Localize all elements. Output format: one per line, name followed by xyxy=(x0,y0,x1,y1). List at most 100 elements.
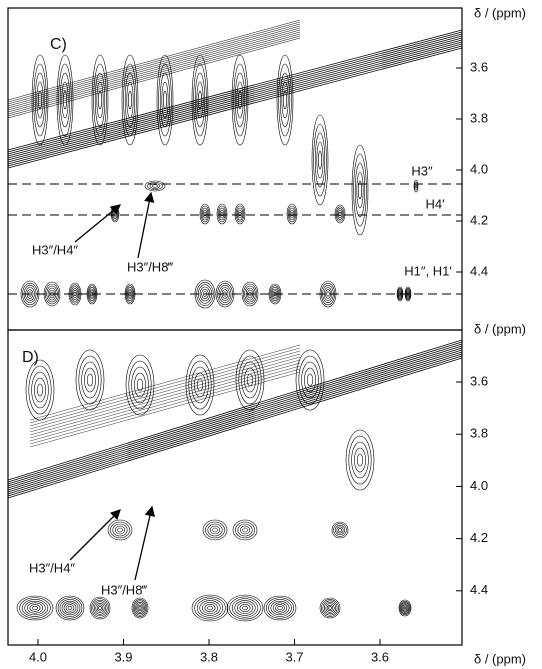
diagonal xyxy=(29,350,301,427)
contour xyxy=(133,600,147,616)
contour xyxy=(56,54,74,146)
contour xyxy=(205,521,225,539)
contour xyxy=(231,54,249,146)
diagonal xyxy=(29,356,301,433)
contour xyxy=(356,453,364,467)
contour xyxy=(295,349,325,411)
contour xyxy=(32,605,38,611)
contour xyxy=(185,354,215,416)
contour xyxy=(191,594,229,622)
diagonal xyxy=(7,351,463,493)
contour xyxy=(38,90,42,110)
contour xyxy=(326,604,334,612)
contour xyxy=(59,72,71,128)
contour xyxy=(333,523,347,537)
diagonal xyxy=(7,357,463,499)
diagonal xyxy=(7,343,463,485)
diagonal xyxy=(7,349,463,491)
contour xyxy=(136,603,144,613)
contour xyxy=(212,527,218,533)
contour xyxy=(289,209,295,219)
x-tick-label: 3.8 xyxy=(200,649,218,664)
contour xyxy=(55,595,85,621)
contour xyxy=(415,183,417,189)
contour xyxy=(288,207,296,221)
contour xyxy=(345,429,375,491)
contour xyxy=(86,373,94,387)
contour xyxy=(137,604,143,612)
contour xyxy=(218,207,226,221)
annotation: H3″/H4″ xyxy=(32,242,78,257)
contour xyxy=(94,72,106,128)
contour xyxy=(34,377,46,403)
annotation: H3″/H4″ xyxy=(29,560,75,575)
contour xyxy=(202,519,228,541)
contour xyxy=(281,81,289,119)
contour xyxy=(326,291,330,297)
contour xyxy=(334,524,346,536)
contour xyxy=(242,605,248,611)
contour xyxy=(217,205,227,223)
contour xyxy=(124,72,136,128)
contour xyxy=(237,523,253,537)
contour xyxy=(241,281,259,307)
contour xyxy=(336,526,344,534)
contour xyxy=(135,601,145,615)
contour xyxy=(128,90,132,110)
contour xyxy=(241,361,259,399)
contour xyxy=(107,519,133,541)
contour xyxy=(21,599,49,617)
contour xyxy=(113,210,117,218)
contour xyxy=(19,597,51,619)
contour xyxy=(358,180,362,200)
contour xyxy=(209,525,221,535)
contour xyxy=(152,184,158,188)
contour xyxy=(91,598,109,618)
contour xyxy=(75,349,105,411)
annotation: H1″, H1′ xyxy=(404,263,452,278)
contour xyxy=(204,603,216,613)
contour xyxy=(57,597,83,619)
contour xyxy=(403,606,407,610)
contour xyxy=(93,63,107,137)
contour xyxy=(314,132,326,188)
contour xyxy=(219,209,225,219)
contour xyxy=(301,361,319,399)
contour xyxy=(131,597,149,619)
contour xyxy=(84,367,96,393)
contour xyxy=(236,81,244,119)
contour xyxy=(263,595,297,621)
y-tick-label: 3.8 xyxy=(470,426,488,441)
contour xyxy=(207,605,213,611)
contour xyxy=(188,360,212,410)
contour xyxy=(92,599,108,617)
annotation: H3″/H8‴ xyxy=(101,582,147,597)
contour xyxy=(234,600,256,616)
contour xyxy=(306,373,314,387)
diagonal xyxy=(7,31,301,113)
contour xyxy=(136,378,144,392)
axis-label: δ / (ppm) xyxy=(474,5,526,20)
contour xyxy=(399,600,411,616)
x-tick-label: 3.7 xyxy=(285,649,303,664)
y-tick-label: 4.4 xyxy=(470,263,488,278)
contour xyxy=(319,597,341,619)
diagonal xyxy=(29,353,301,430)
contour xyxy=(34,72,46,128)
diagonal xyxy=(7,33,463,155)
contour xyxy=(156,54,174,146)
contour xyxy=(58,63,72,137)
diagonal xyxy=(7,27,301,109)
contour xyxy=(232,519,258,541)
diagonal xyxy=(7,355,463,497)
contour xyxy=(16,595,54,621)
contour xyxy=(114,525,126,535)
diagonal xyxy=(7,347,463,489)
contour xyxy=(36,81,44,119)
contour xyxy=(89,596,111,620)
contour xyxy=(238,90,242,110)
diagonal xyxy=(29,347,301,424)
contour xyxy=(235,521,255,539)
contour xyxy=(238,211,242,217)
